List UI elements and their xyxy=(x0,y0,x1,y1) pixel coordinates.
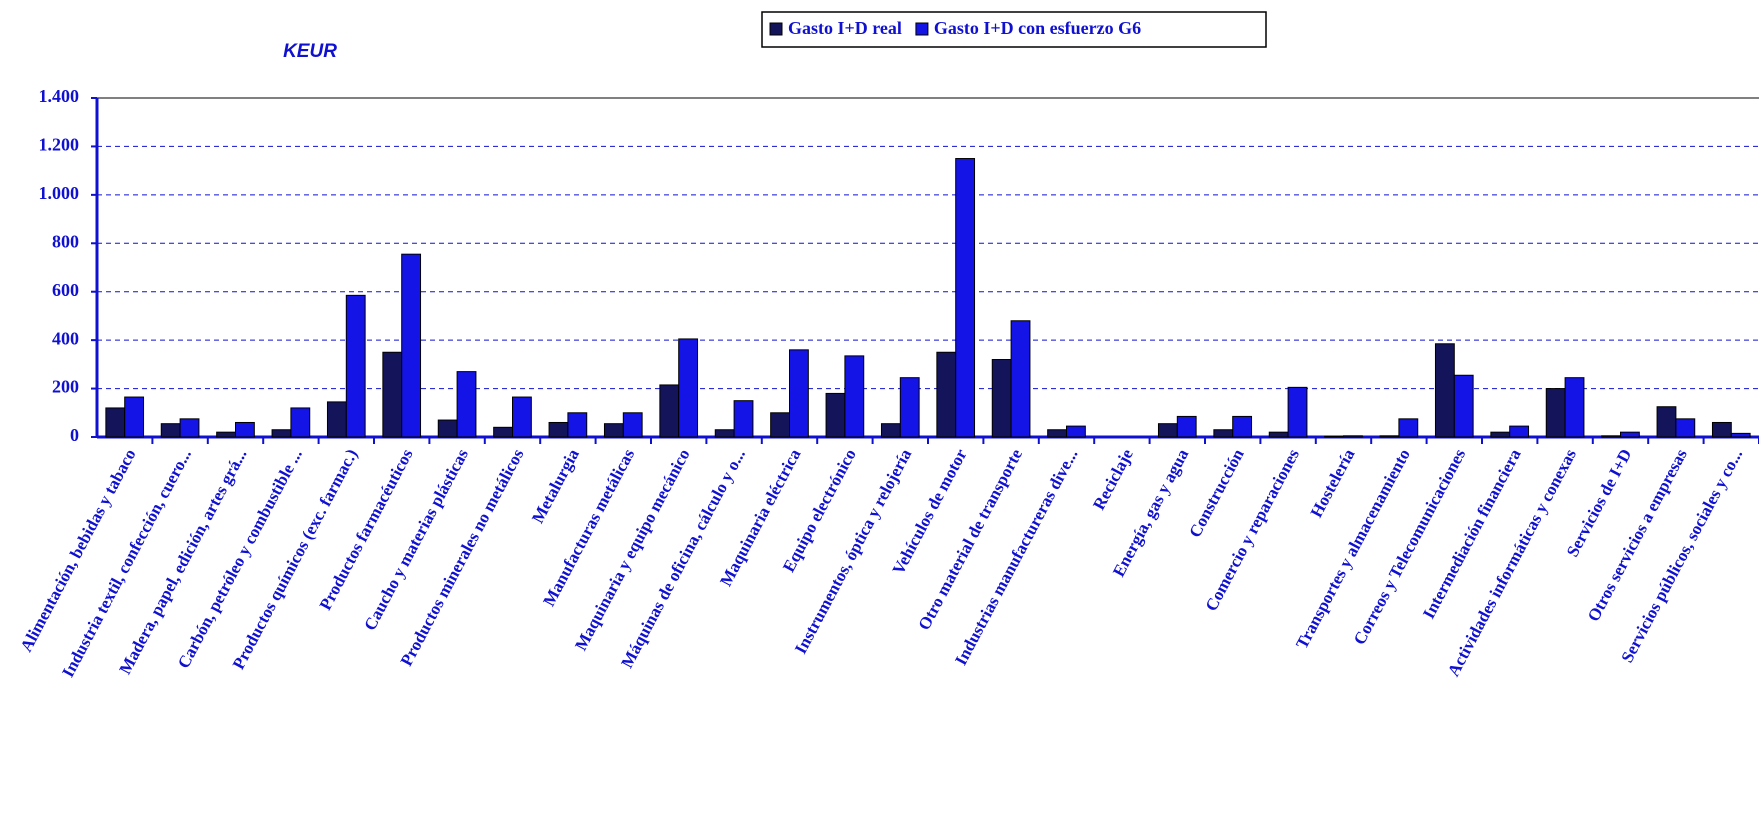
bar xyxy=(160,423,181,438)
bar xyxy=(1564,377,1585,438)
bar xyxy=(955,158,976,438)
bar xyxy=(124,396,145,438)
bar xyxy=(714,429,735,438)
bar xyxy=(326,401,347,438)
y-tick-label: 0 xyxy=(70,425,79,445)
x-tick-label: Maquinaria y equipo mecánico xyxy=(571,446,694,654)
x-tick-label: Construcción xyxy=(1185,445,1248,540)
y-tick-label: 800 xyxy=(52,231,79,251)
bar xyxy=(1066,425,1086,438)
bar xyxy=(1434,343,1455,438)
legend-label: Gasto I+D con esfuerzo G6 xyxy=(934,18,1141,38)
bar xyxy=(290,407,311,438)
y-axis-label: KEUR xyxy=(283,41,337,62)
x-tick-label: Metalurgia xyxy=(528,445,583,526)
x-tick-label: Caucho y materias plásticas xyxy=(360,445,472,633)
bar xyxy=(880,423,901,438)
bar xyxy=(1324,435,1344,438)
bar xyxy=(567,412,588,438)
y-tick-label: 1.200 xyxy=(39,135,80,155)
bar xyxy=(1398,418,1419,438)
bar xyxy=(789,349,809,438)
legend-box xyxy=(761,11,1267,48)
x-tick-label: Intermediación financiera xyxy=(1419,445,1525,622)
bar xyxy=(437,419,458,438)
bar xyxy=(844,355,865,438)
bar xyxy=(825,392,846,438)
bar xyxy=(899,377,920,438)
bar xyxy=(733,400,754,438)
bar xyxy=(493,426,514,438)
bar xyxy=(659,384,680,438)
bar xyxy=(1047,429,1067,438)
bar xyxy=(271,429,292,438)
bar xyxy=(1379,435,1400,438)
legend-swatch xyxy=(915,22,929,36)
y-tick-label: 1.400 xyxy=(39,86,80,106)
bar xyxy=(1509,425,1530,438)
bar xyxy=(1545,388,1566,438)
bar xyxy=(1490,431,1511,438)
y-tick-label: 200 xyxy=(52,377,79,397)
bar xyxy=(235,421,255,438)
x-tick-label: Alimentación, bebidas y tabaco xyxy=(16,446,139,655)
bar xyxy=(1343,435,1363,438)
x-tick-label: Transportes y almacenamiento xyxy=(1292,446,1414,652)
bar xyxy=(1232,415,1253,438)
bar xyxy=(936,351,957,438)
legend-label: Gasto I+D real xyxy=(788,18,902,38)
bar xyxy=(1287,386,1308,438)
x-tick-label: Otro material de transporte xyxy=(914,445,1026,633)
x-tick-label: Otros servicios a empresas xyxy=(1584,445,1691,624)
bar xyxy=(1176,415,1197,438)
bar xyxy=(179,418,200,438)
bar xyxy=(382,351,403,438)
bar xyxy=(401,253,422,438)
bar xyxy=(1268,431,1289,438)
bar xyxy=(991,359,1012,438)
bar xyxy=(1601,435,1621,438)
bar xyxy=(1453,374,1474,438)
bar xyxy=(1711,421,1732,438)
bar xyxy=(1213,429,1234,438)
bar xyxy=(770,412,791,438)
y-tick-label: 1.000 xyxy=(39,183,80,203)
bar xyxy=(678,338,699,438)
y-tick-label: 600 xyxy=(52,280,79,300)
bar xyxy=(1010,320,1031,438)
bar xyxy=(456,371,477,438)
bar xyxy=(1730,432,1751,438)
x-tick-label: Hostelería xyxy=(1307,445,1359,520)
bar xyxy=(603,423,624,438)
x-tick-label: Reciclaje xyxy=(1089,445,1137,513)
bar xyxy=(622,412,643,438)
bar xyxy=(512,396,532,438)
bar xyxy=(105,407,126,438)
bar xyxy=(1675,418,1696,438)
bar xyxy=(1656,406,1677,438)
legend-swatch xyxy=(769,22,783,36)
bar xyxy=(345,294,366,438)
x-tick-label: Correos y Telecomunicaciones xyxy=(1350,445,1470,647)
bar xyxy=(216,431,237,438)
bar xyxy=(1620,431,1640,438)
bar xyxy=(1157,423,1178,438)
bar xyxy=(548,421,569,438)
y-tick-label: 400 xyxy=(52,328,79,348)
